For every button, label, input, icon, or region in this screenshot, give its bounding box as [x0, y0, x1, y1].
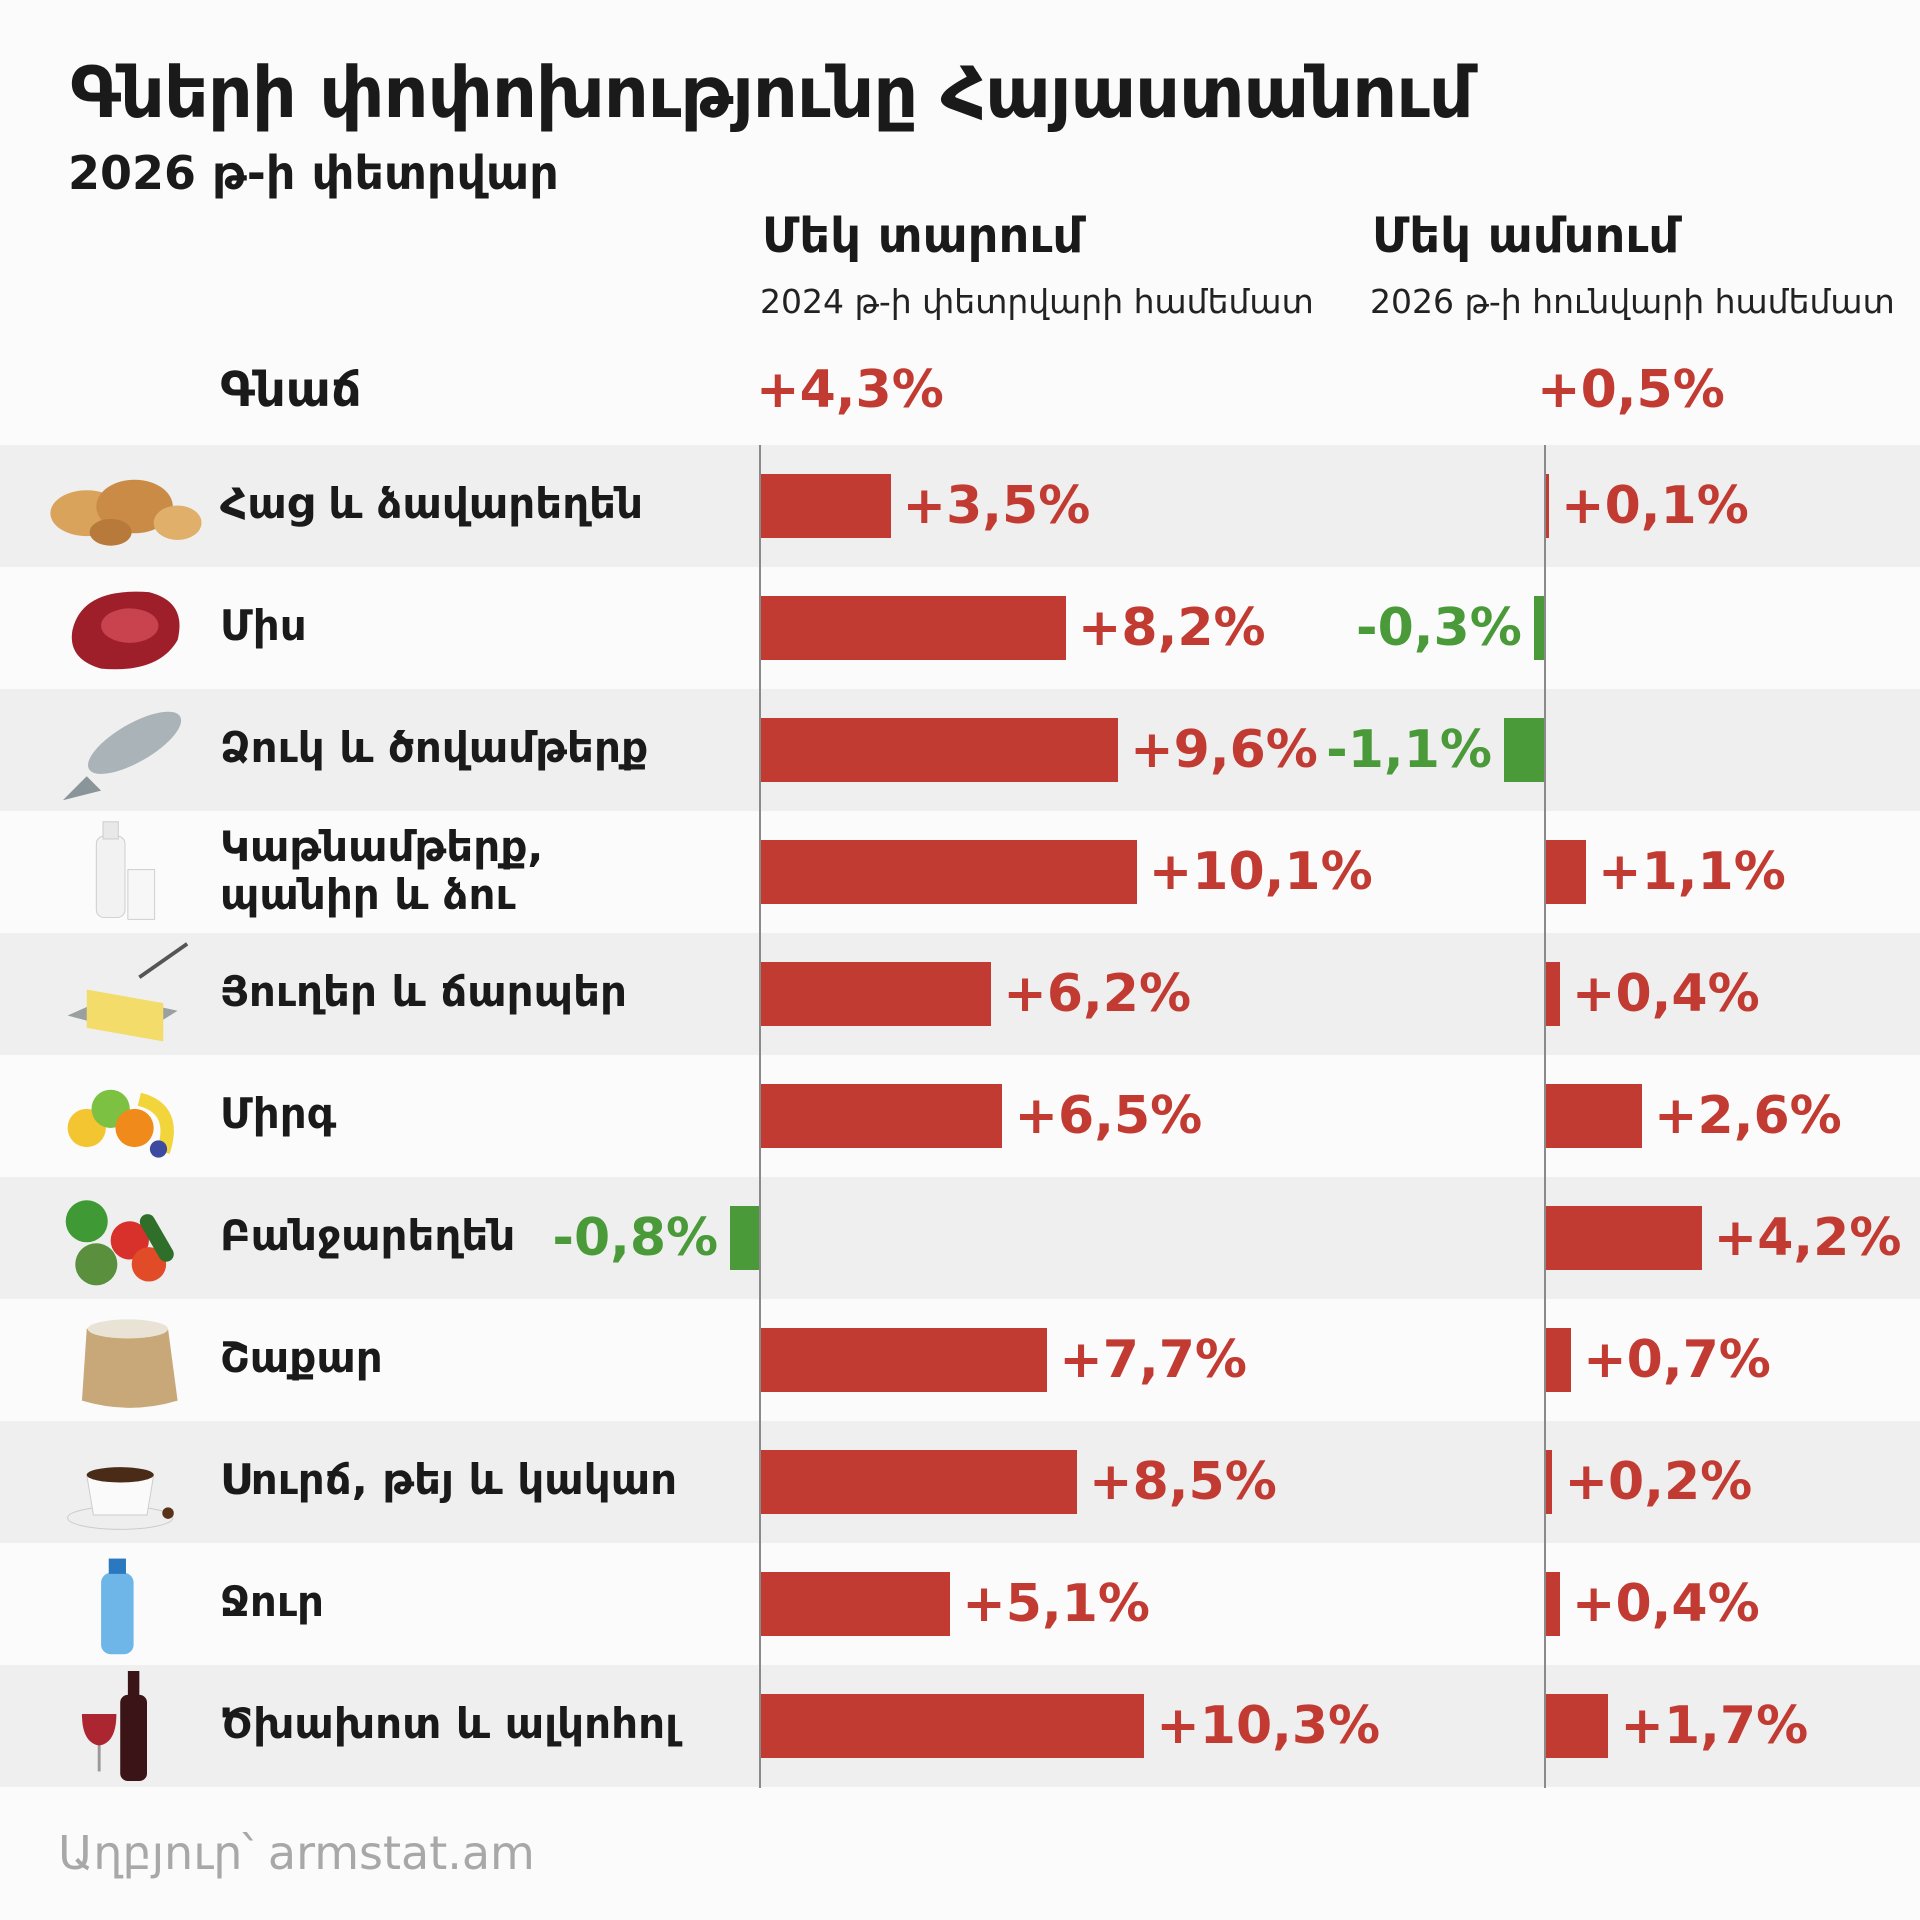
axis-line-month: [1544, 445, 1546, 1788]
value-label-month: +0,2%: [1564, 1452, 1753, 1512]
vegetables-icon: [65, 1200, 174, 1286]
bar-month: [1545, 840, 1587, 904]
milk-icon: [95, 821, 156, 920]
bar-year: [730, 1206, 760, 1270]
column-title-year: Մեկ տարում: [762, 208, 1084, 264]
bar-year: [760, 718, 1119, 782]
source-footer: Աղբյուր՝ armstat.am: [58, 1826, 535, 1880]
butter-icon: [67, 942, 189, 1042]
value-label-month: +0,1%: [1561, 476, 1749, 536]
bar-year: [760, 474, 891, 538]
page-title: Գների փոփոխությունը Հայաստանում: [70, 52, 1474, 134]
bar-month: [1545, 1084, 1642, 1148]
value-label-year: +6,2%: [1003, 964, 1192, 1024]
bar-year: [760, 596, 1066, 660]
value-label-year: +8,2%: [1077, 598, 1266, 658]
sugar-icon: [81, 1319, 178, 1408]
column-subtitle-month: 2026 թ-ի հունվարի համեմատ: [1370, 282, 1895, 321]
bar-month: [1545, 1572, 1560, 1636]
category-label: Ձուկ և ծովամթերք: [220, 723, 649, 772]
value-label-month: +1,7%: [1620, 1696, 1809, 1756]
value-label-month: +0,4%: [1571, 964, 1760, 1024]
bar-year: [760, 840, 1137, 904]
category-label: Միրգ: [220, 1089, 337, 1138]
bar-year: [760, 1450, 1078, 1514]
inflation-month-value: +0,5%: [1537, 360, 1725, 420]
category-label: Կաթնամթերք, պանիր և ձու: [220, 822, 544, 919]
axis-line-year: [759, 445, 761, 1788]
table-row: Միրգ +6,5% +2,6%: [0, 1055, 1920, 1177]
value-label-year: +5,1%: [962, 1574, 1151, 1634]
value-label-month: -1,1%: [1326, 720, 1492, 780]
bread-icon: [50, 479, 202, 546]
table-row: Սուրճ, թեյ և կակաո +8,5% +0,2%: [0, 1421, 1920, 1543]
value-label-year: +10,1%: [1148, 842, 1373, 902]
bar-month: [1545, 962, 1560, 1026]
table-row: Շաքար +7,7% +0,7%: [0, 1299, 1920, 1421]
inflation-label: Գնաճ: [220, 362, 362, 418]
table-row: Ջուր +5,1% +0,4%: [0, 1543, 1920, 1665]
table-row: Ծխախոտ և ալկոհոլ +10,3% +1,7%: [0, 1665, 1920, 1787]
category-label: Հաց և ձավարեղեն: [220, 479, 644, 528]
category-label: Շաքար: [220, 1333, 383, 1382]
bar-year: [760, 1694, 1145, 1758]
bar-month: [1545, 474, 1549, 538]
category-label: Յուղեր և ճարպեր: [220, 967, 628, 1016]
value-label-month: +2,6%: [1653, 1086, 1842, 1146]
bar-year: [760, 1328, 1048, 1392]
value-label-month: +4,2%: [1713, 1208, 1902, 1268]
table-row: Հաց և ձավարեղեն +3,5% +0,1%: [0, 445, 1920, 567]
category-label: Միս: [220, 601, 307, 650]
bar-month: [1533, 596, 1545, 660]
column-title-month: Մեկ ամսում: [1372, 208, 1680, 264]
table-row: Յուղեր և ճարպեր +6,2% +0,4%: [0, 933, 1920, 1055]
category-label: Ծխախոտ և ալկոհոլ: [220, 1699, 679, 1748]
table-row: Ձուկ և ծովամթերք +9,6% -1,1%: [0, 689, 1920, 811]
value-label-year: -0,8%: [552, 1208, 719, 1268]
bar-year: [760, 1084, 1003, 1148]
table-row: Բանջարեղեն -0,8% +4,2%: [0, 1177, 1920, 1299]
value-label-month: +0,7%: [1583, 1330, 1771, 1390]
value-label-month: +1,1%: [1598, 842, 1786, 902]
wine-icon: [81, 1671, 147, 1781]
bar-month: [1503, 718, 1545, 782]
coffee-icon: [67, 1467, 174, 1530]
bar-month: [1545, 1328, 1572, 1392]
value-label-year: +3,5%: [902, 476, 1091, 536]
value-label-month: -0,3%: [1356, 598, 1522, 658]
value-label-year: +6,5%: [1014, 1086, 1203, 1146]
bar-year: [760, 1572, 951, 1636]
bar-month: [1545, 1450, 1553, 1514]
value-label-year: +8,5%: [1089, 1452, 1277, 1512]
column-subtitle-year: 2024 թ-ի փետրվարի համեմատ: [760, 282, 1314, 321]
value-label-year: +9,6%: [1130, 720, 1318, 780]
category-label: Բանջարեղեն: [220, 1211, 516, 1260]
table-row: Միս +8,2% -0,3%: [0, 567, 1920, 689]
category-label: Ջուր: [220, 1577, 324, 1626]
fish-icon: [62, 711, 182, 801]
table-row: Կաթնամթերք, պանիր և ձու +10,1% +1,1%: [0, 811, 1920, 933]
water-icon: [101, 1558, 134, 1655]
fruit-icon: [67, 1089, 174, 1158]
category-label: Սուրճ, թեյ և կակաո: [220, 1455, 678, 1504]
inflation-year-value: +4,3%: [756, 360, 944, 420]
value-label-year: +10,3%: [1156, 1696, 1381, 1756]
value-label-year: +7,7%: [1059, 1330, 1247, 1390]
meat-icon: [71, 591, 180, 670]
page-subtitle: 2026 թ-ի փետրվար: [68, 146, 559, 200]
bar-month: [1545, 1694, 1609, 1758]
bar-month: [1545, 1206, 1702, 1270]
value-label-month: +0,4%: [1571, 1574, 1760, 1634]
bar-year: [760, 962, 992, 1026]
